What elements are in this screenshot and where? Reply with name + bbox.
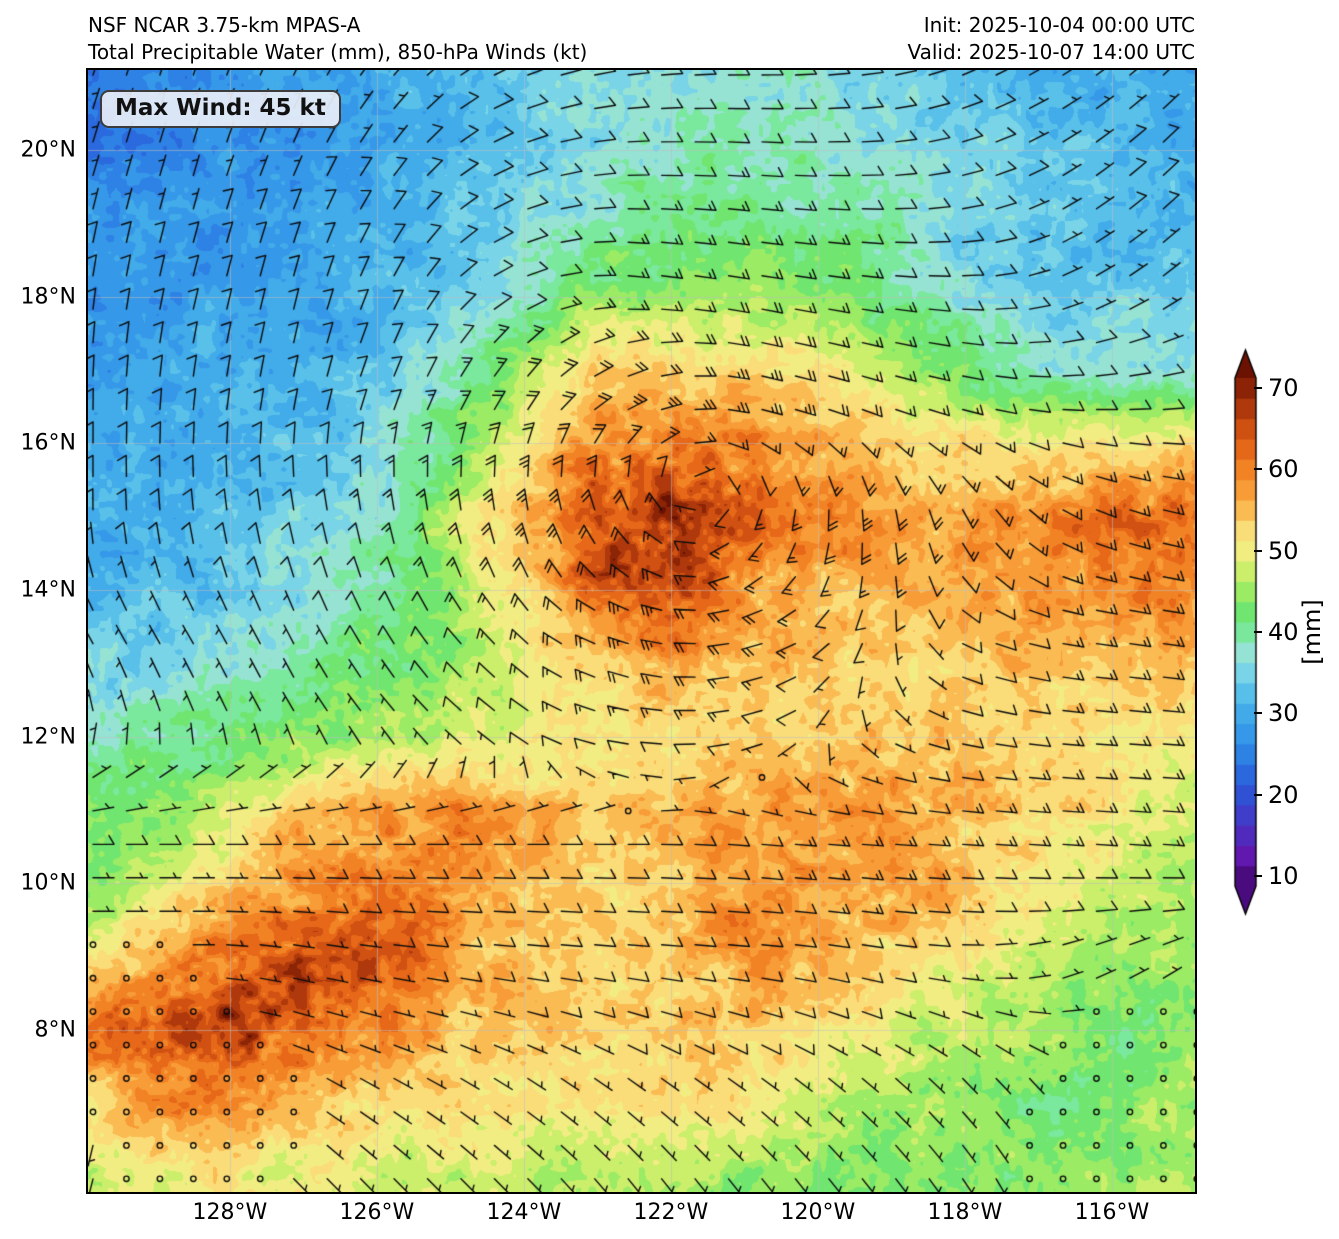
lon-tick-label: 126°W: [339, 1200, 415, 1225]
colorbar-tick-label: 70: [1268, 374, 1299, 403]
colorbar-tick: [1254, 387, 1262, 390]
lat-tick-label: 16°N: [20, 430, 76, 456]
colorbar-tick-label: 40: [1268, 618, 1299, 646]
lon-tick-label: 120°W: [780, 1200, 856, 1225]
lon-tick-label: 122°W: [633, 1200, 709, 1225]
lat-tick-label: 20°N: [20, 137, 76, 163]
colorbar-tick: [1254, 874, 1262, 877]
colorbar-units-label: [mm]: [1298, 599, 1326, 665]
lat-tick-label: 18°N: [20, 284, 76, 310]
map-area: Max Wind: 45 kt: [88, 70, 1195, 1192]
product-name: Total Precipitable Water (mm), 850-hPa W…: [88, 40, 588, 64]
lon-tick-label: 128°W: [192, 1200, 268, 1225]
init-time: Init: 2025-10-04 00:00 UTC: [923, 13, 1195, 37]
max-wind-badge: Max Wind: 45 kt: [100, 90, 341, 128]
valid-time: Valid: 2025-10-07 14:00 UTC: [907, 40, 1195, 64]
colorbar-tick-label: 10: [1268, 861, 1299, 890]
colorbar-tick-label: 30: [1268, 699, 1299, 728]
colorbar-tick: [1254, 712, 1262, 715]
lon-tick-label: 118°W: [927, 1200, 1003, 1225]
colorbar-tick-label: 20: [1268, 780, 1299, 809]
figure-title: NSF NCAR 3.75-km MPAS-A Total Precipitab…: [88, 12, 587, 66]
lat-tick-label: 12°N: [20, 724, 76, 750]
colorbar-tick: [1254, 793, 1262, 796]
colorbar-tick-label: 60: [1268, 455, 1299, 484]
run-times: Init: 2025-10-04 00:00 UTC Valid: 2025-1…: [695, 12, 1195, 66]
colorbar-tick-label: 50: [1268, 536, 1299, 565]
colorbar-tick: [1254, 631, 1262, 633]
model-name: NSF NCAR 3.75-km MPAS-A: [88, 13, 361, 37]
lon-tick-label: 124°W: [486, 1200, 562, 1225]
tpw-wind-map-canvas: [88, 70, 1195, 1192]
colorbar: [1233, 345, 1259, 927]
lat-tick-label: 10°N: [20, 870, 76, 896]
lon-tick-label: 116°W: [1074, 1200, 1150, 1225]
colorbar-tick: [1254, 468, 1262, 471]
colorbar-tick: [1254, 549, 1262, 552]
lat-tick-label: 14°N: [20, 577, 76, 603]
lat-tick-label: 8°N: [34, 1017, 76, 1043]
